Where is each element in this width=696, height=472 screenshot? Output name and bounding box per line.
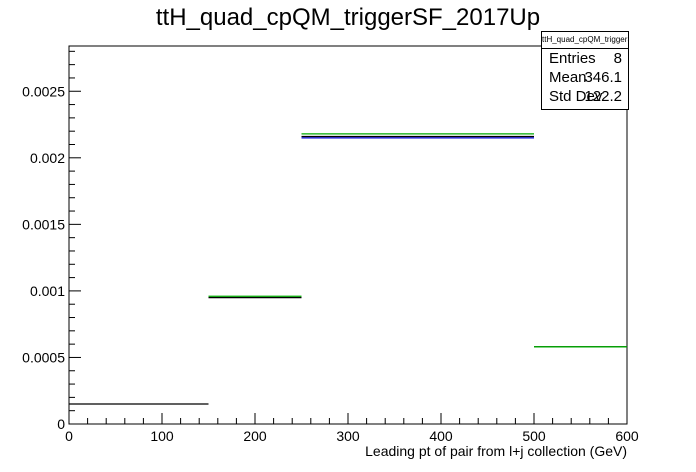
x-tick-label: 500 <box>522 428 546 444</box>
x-tick-label: 0 <box>65 428 73 444</box>
y-tick-label: 0 <box>57 416 65 432</box>
y-tick-label: 0.0005 <box>22 349 65 365</box>
x-tick-label: 300 <box>336 428 360 444</box>
stats-value: 8 <box>613 50 622 67</box>
y-tick-label: 0.0015 <box>22 216 65 232</box>
stats-row-entries: Entries 8 <box>542 49 628 68</box>
x-tick-label: 100 <box>150 428 174 444</box>
stats-label: Mean <box>549 69 587 86</box>
y-tick-label: 0.002 <box>30 150 65 166</box>
x-tick-label: 600 <box>615 428 639 444</box>
x-tick-label: 200 <box>243 428 267 444</box>
stats-box: ttH_quad_cpQM_triggerSF_2017Up Entries 8… <box>541 31 629 110</box>
y-tick-label: 0.001 <box>30 283 65 299</box>
stats-value: 122.2 <box>584 88 622 105</box>
stats-value: 346.1 <box>584 69 622 86</box>
x-axis-label: Leading pt of pair from l+j collection (… <box>365 443 627 459</box>
chart-title: ttH_quad_cpQM_triggerSF_2017Up <box>155 4 541 31</box>
stats-row-stddev: Std Dev 122.2 <box>542 87 628 106</box>
x-tick-label: 400 <box>429 428 453 444</box>
stats-label: Std Dev <box>549 88 603 105</box>
stats-label: Entries <box>549 50 596 67</box>
stats-box-title: ttH_quad_cpQM_triggerSF_2017Up <box>542 32 628 49</box>
y-tick-label: 0.0025 <box>22 83 65 99</box>
stats-row-mean: Mean 346.1 <box>542 68 628 87</box>
